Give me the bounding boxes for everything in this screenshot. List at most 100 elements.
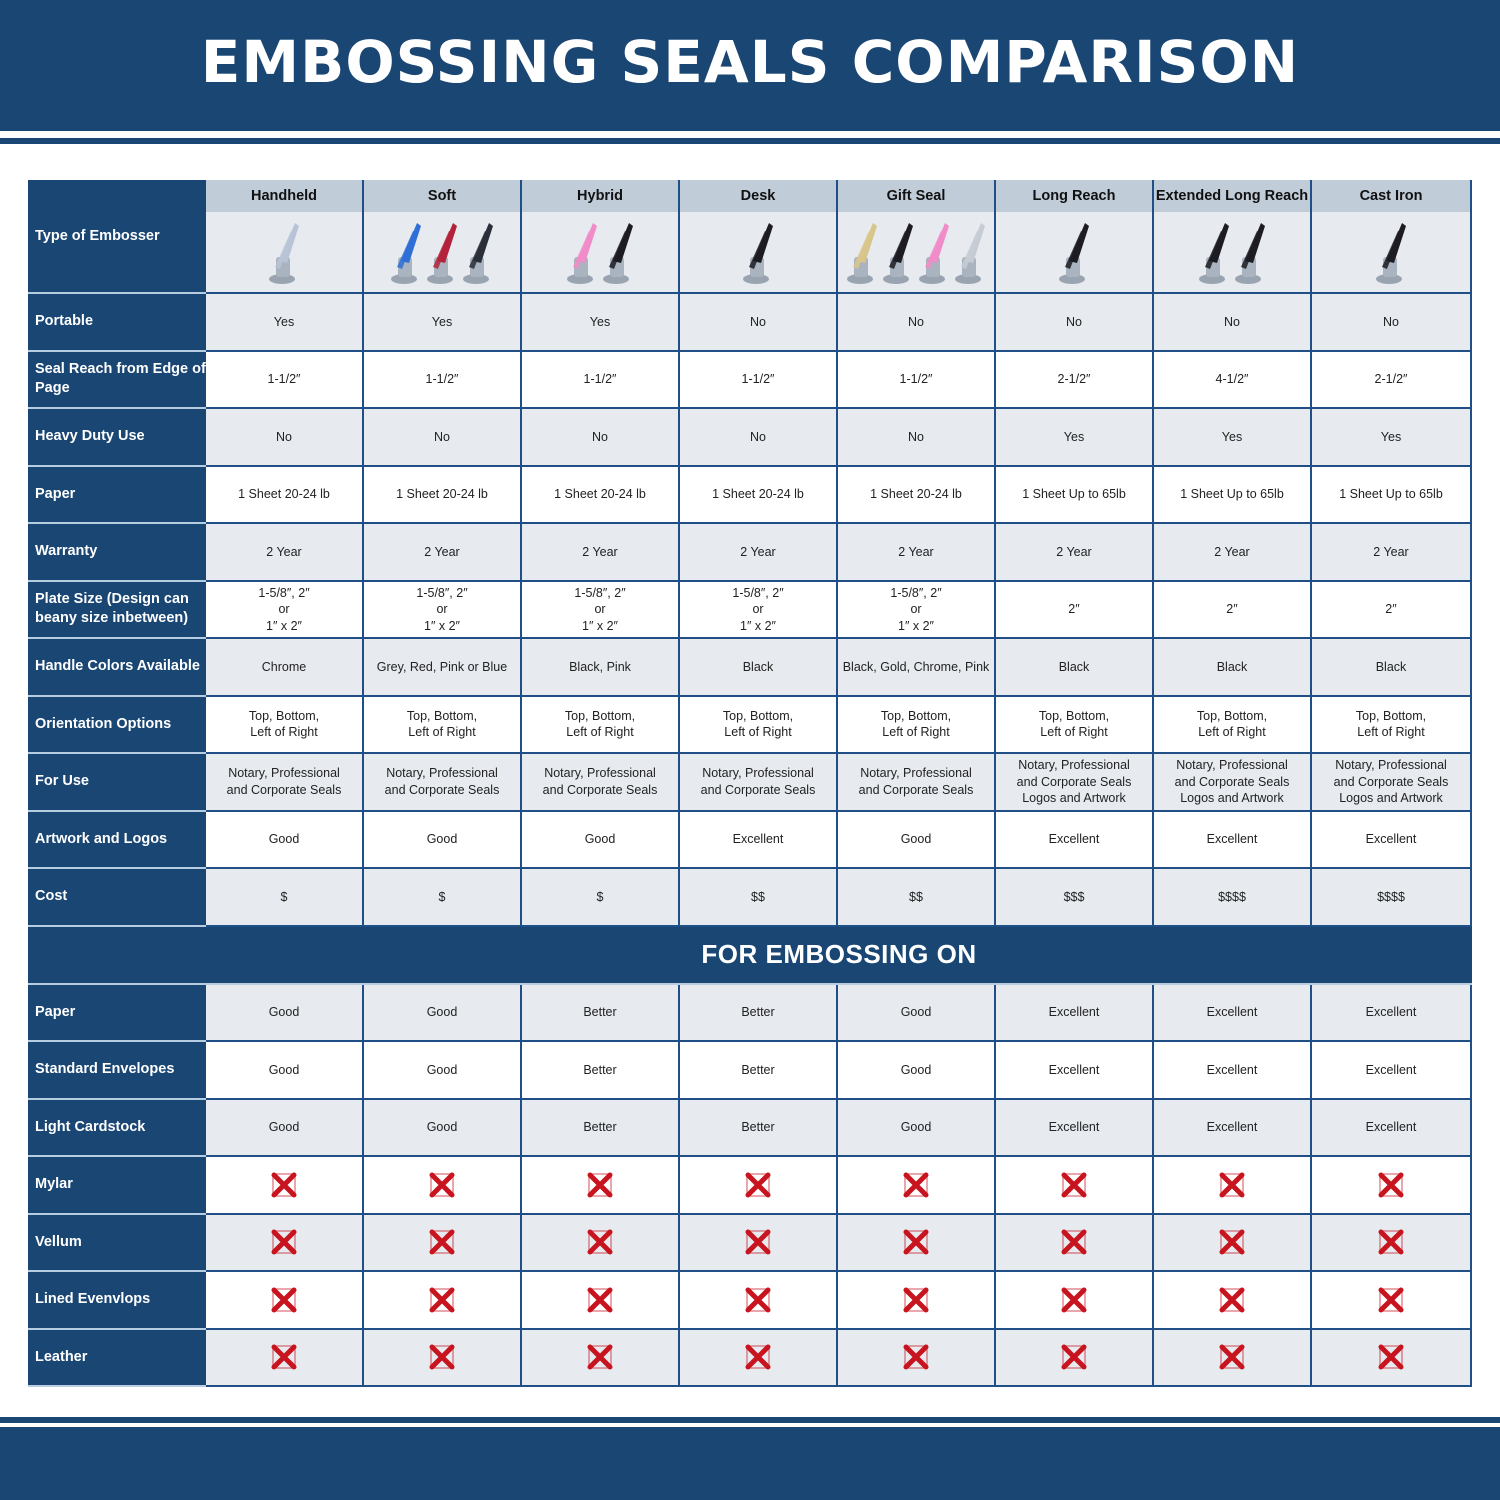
not-supported-x-icon (1219, 1172, 1245, 1198)
not-supported-x-icon (587, 1172, 613, 1198)
cell-value: 2 Year (1214, 544, 1250, 559)
not-supported-x-icon (745, 1172, 771, 1198)
table-cell: No (680, 409, 838, 467)
table-cell (364, 1214, 522, 1272)
cell-value: Good (900, 832, 932, 846)
table-cell (364, 1157, 522, 1215)
not-supported-x-icon (745, 1287, 771, 1313)
cell-value: 1-5/8″, 2″ or 1″ x 2″ (732, 585, 784, 633)
table-cell: No (364, 409, 522, 467)
footer-banner (0, 1427, 1500, 1500)
cell-value: Good (584, 832, 616, 846)
table-cell: Yes (996, 409, 1154, 467)
not-supported-x-icon (1378, 1287, 1404, 1313)
table-cell (1312, 1157, 1472, 1215)
cell-value: 2 Year (740, 544, 776, 559)
cell-value: Notary, Professional and Corporate Seals… (1333, 758, 1449, 805)
table-cell: Notary, Professional and Corporate Seals… (1312, 754, 1472, 812)
cell-value: Notary, Professional and Corporate Seals (542, 766, 658, 797)
table-cell (206, 1157, 364, 1215)
table-cell: $$ (680, 869, 838, 927)
embosser-image (1376, 223, 1406, 284)
column-name: Cast Iron (1312, 180, 1470, 212)
table-row: Standard Envelopes Good Good Better Better Go… (28, 1042, 1472, 1100)
column-name: Long Reach (996, 180, 1152, 212)
table-cell: Excellent (996, 811, 1154, 869)
not-supported-x-icon (903, 1229, 929, 1255)
table-cell: Notary, Professional and Corporate Seals (364, 754, 522, 812)
cell-value: Better (741, 1062, 775, 1077)
cell-value: Black (1375, 659, 1407, 674)
table-row: Plate Size (Design can beany size inbetw… (28, 581, 1472, 639)
cell-value: Black, Pink (569, 659, 631, 674)
cell-value: Good (426, 1062, 458, 1077)
cell-value: 1 Sheet 20-24 lb (870, 487, 962, 501)
cell-value: 1-5/8″, 2″ or 1″ x 2″ (574, 585, 626, 633)
table-cell: Good (364, 811, 522, 869)
table-cell: Top, Bottom, Left of Right (364, 696, 522, 754)
table-cell: Good (838, 984, 996, 1042)
table-cell: Good (206, 984, 364, 1042)
table-cell: $ (206, 869, 364, 927)
cell-value: 2″ (1385, 602, 1397, 616)
not-supported-x-icon (271, 1172, 297, 1198)
product-image (565, 212, 635, 292)
table-cell: 1-1/2″ (364, 351, 522, 409)
table-cell: Excellent (996, 984, 1154, 1042)
cell-value: Notary, Professional and Corporate Seals (384, 766, 500, 797)
embosser-image (567, 223, 597, 284)
embosser-image (269, 223, 299, 284)
cell-value: 1-1/2″ (425, 372, 459, 386)
row-label: Artwork and Logos (28, 811, 206, 869)
cell-value: 1 Sheet 20-24 lb (554, 487, 646, 501)
cell-value: 1-1/2″ (741, 372, 775, 386)
cell-value: No (434, 429, 450, 444)
not-supported-x-icon (587, 1287, 613, 1313)
cell-value: Excellent (1048, 1120, 1100, 1134)
table-cell: Excellent (1154, 1042, 1312, 1100)
table-cell: Good (838, 1042, 996, 1100)
row-label: Light Cardstock (28, 1099, 206, 1157)
cell-value: No (1224, 314, 1240, 329)
table-cell: Excellent (1312, 1042, 1472, 1100)
table-row: Warranty 2 Year 2 Year 2 Year 2 Year 2 Year 2 … (28, 524, 1472, 582)
cell-value: No (1066, 314, 1082, 329)
cell-value: Notary, Professional and Corporate Seals… (1016, 758, 1132, 805)
row-label: Orientation Options (28, 696, 206, 754)
column-name: Handheld (206, 180, 362, 212)
cell-value: Excellent (732, 832, 784, 846)
cell-value: Notary, Professional and Corporate Seals (858, 766, 974, 797)
cell-value: Good (900, 1005, 932, 1019)
table-cell: No (1312, 294, 1472, 352)
table-cell: Black (1154, 639, 1312, 697)
table-cell: Yes (522, 294, 680, 352)
table-row: Paper 1 Sheet 20-24 lb 1 Sheet 20-24 lb 1 S… (28, 466, 1472, 524)
table-cell: Excellent (1154, 984, 1312, 1042)
cell-value: Notary, Professional and Corporate Seals (700, 766, 816, 797)
cell-value: Yes (1380, 429, 1402, 444)
table-cell: Notary, Professional and Corporate Seals… (996, 754, 1154, 812)
cell-value: Yes (1063, 429, 1085, 444)
table-cell: Black, Pink (522, 639, 680, 697)
row-label: Paper (28, 984, 206, 1042)
cell-value: $ (438, 889, 446, 904)
table-cell: Black (680, 639, 838, 697)
table-cell: 2 Year (1154, 524, 1312, 582)
table-cell (838, 1214, 996, 1272)
column-name: Desk (680, 180, 836, 212)
cell-value: Excellent (1365, 1005, 1417, 1019)
row-label: Warranty (28, 524, 206, 582)
table-cell: 1-1/2″ (206, 351, 364, 409)
table-cell (680, 1157, 838, 1215)
table-cell: Better (680, 1042, 838, 1100)
table-cell: No (996, 294, 1154, 352)
table-cell: Excellent (1154, 1099, 1312, 1157)
not-supported-x-icon (429, 1344, 455, 1370)
column-name: Extended Long Reach (1154, 180, 1310, 212)
table-row: Seal Reach from Edge of Page 1-1/2″ 1-1/2″… (28, 351, 1472, 409)
table-cell: Notary, Professional and Corporate Seals (680, 754, 838, 812)
table-cell: 1 Sheet Up to 65lb (996, 466, 1154, 524)
cell-value: 2-1/2″ (1374, 372, 1408, 386)
cell-value: Grey, Red, Pink or Blue (376, 659, 508, 674)
table-cell: Notary, Professional and Corporate Seals (838, 754, 996, 812)
